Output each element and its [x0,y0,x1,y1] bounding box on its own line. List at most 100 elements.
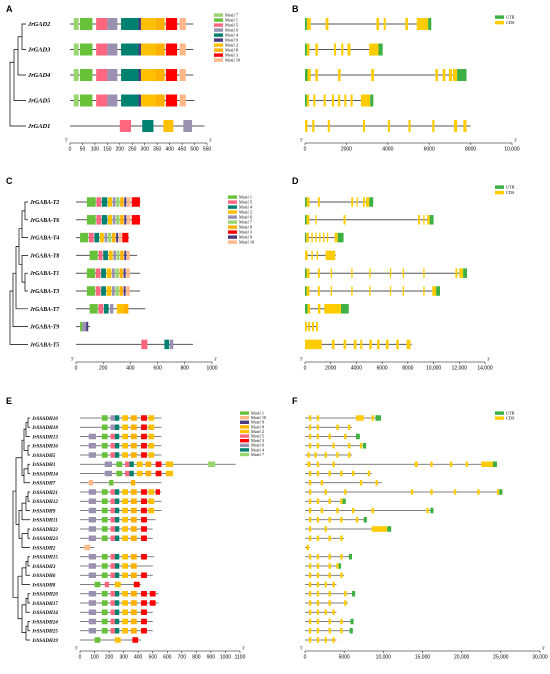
motif-box [148,415,155,421]
cds-block [316,618,320,625]
cds-block [324,489,327,495]
legend-swatch [240,443,249,447]
motif-box [148,424,155,430]
gene-name: JrGAD3 [27,47,51,54]
cds-block [477,489,480,495]
motif-box [96,94,108,107]
cds-block [319,232,321,243]
tree-branch [27,491,30,502]
motif-box [122,517,128,523]
motif-box [122,415,128,421]
motif-row: JrSSADH18 [31,424,162,431]
motif-box [116,250,120,261]
cds-block [465,461,468,467]
motif-box [125,470,130,477]
gene-name: JrGAD2 [27,21,51,28]
cds-block [463,120,467,132]
motif-box [96,215,102,225]
motif-box [107,69,118,81]
motif-box [79,43,93,56]
cds-block [430,489,433,495]
gene-structure-row [305,618,354,625]
motif-box [110,507,115,514]
cds-block [352,507,355,514]
legend-swatch [228,200,237,204]
cds-block [328,517,331,523]
motif-box [155,94,165,107]
motif-box [136,461,143,467]
cds-block [308,591,312,597]
motif-row: JrGABA-T3 [29,286,140,296]
motif-box [94,637,101,643]
cds-block [328,554,331,560]
tick-label: 1100 [235,655,246,661]
cds-block [317,304,321,314]
cds-block [355,415,364,421]
cds-block [362,120,366,132]
gene-name: JrSSADH16 [31,445,58,450]
motif-box [104,461,112,467]
cds-block [328,591,331,597]
motif-box [110,433,115,440]
legend-label: Motif 8 [251,424,264,429]
five-prime-label: 5' [65,138,68,143]
motif-box [110,424,115,430]
motif-box [130,591,137,597]
motif-box [88,535,96,541]
tick-label: 450 [178,147,187,153]
cds-block [350,94,353,107]
gene-name: JrSSADH10 [31,417,58,422]
motif-box [141,424,147,430]
cds-block [369,268,371,278]
panel-e: EJrSSADH10JrSSADH18JrSSADH13JrSSADH16JrS… [6,396,266,661]
motif-box [114,489,120,495]
cds-block [347,43,351,56]
motif-box [129,461,134,467]
motif-box [110,600,115,606]
cds-block [369,339,372,350]
motif-box [103,304,109,314]
motif-box [118,232,122,243]
motif-box [114,433,120,440]
tree-e [12,417,30,641]
motif-row: JrSSADH8 [31,581,142,588]
motif-box [73,18,79,30]
gene-name: JrSSADH2 [31,546,56,551]
legend-swatch [495,185,504,189]
legend-label: Motif 5 [225,23,238,28]
motif-row: JrSSADH17 [31,600,159,607]
cds-block [331,94,334,107]
cds-block [423,215,425,225]
motif-box [141,443,147,449]
tree-branch [18,510,22,539]
motif-box [89,250,98,261]
tick-label: 400 [126,366,135,372]
legend-swatch [214,23,223,27]
motif-box [101,452,108,458]
gene-name: JrSSADH6 [31,574,56,579]
motif-box [112,268,115,278]
motif-row: JrSSADH6 [31,572,153,579]
legend-swatch [240,416,249,420]
motif-box [88,526,96,532]
gene-name: JrGABA-T1 [29,271,59,277]
cds-block [320,480,324,486]
tick-label: 250 [128,147,137,153]
cds-block [348,424,351,430]
motif-box [108,250,113,261]
motif-box [89,304,98,314]
motif-box [80,232,89,243]
motif-box [106,268,112,278]
motif-box [179,94,186,107]
motif-box [155,43,165,56]
motif-box [101,507,108,514]
legend-label: Motif 9 [239,235,252,240]
legend-swatch [228,195,237,199]
cds-block [308,600,312,606]
tree-branch [21,23,26,50]
motif-box [101,618,108,625]
motif-box [155,18,165,30]
cds-block [453,489,457,495]
cds-block [449,461,453,467]
